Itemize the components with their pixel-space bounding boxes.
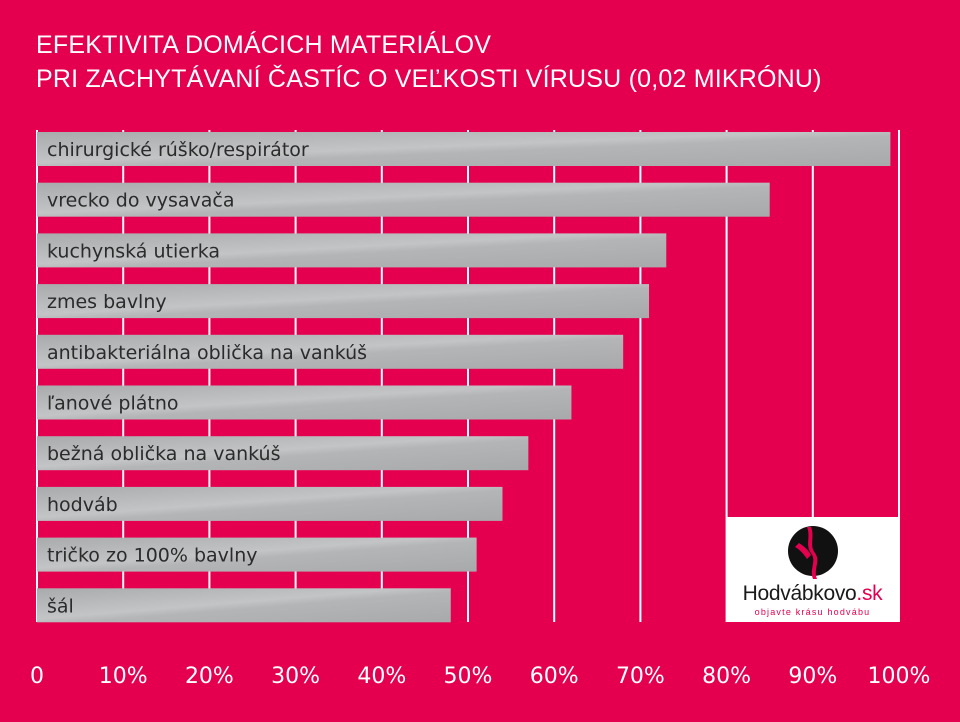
x-tick-label: 40% bbox=[357, 664, 406, 689]
x-tick-label: 20% bbox=[185, 664, 234, 689]
bar bbox=[37, 233, 667, 268]
logo-tagline: objavte krásu hodvábu bbox=[754, 607, 871, 617]
x-tick-label: 60% bbox=[530, 664, 579, 689]
x-tick-label: 30% bbox=[271, 664, 320, 689]
bar-label: hodváb bbox=[47, 494, 118, 516]
x-tick-label: 70% bbox=[616, 664, 665, 689]
bar bbox=[37, 334, 624, 369]
x-tick-label: 0 bbox=[30, 664, 44, 689]
bar bbox=[37, 537, 477, 572]
bar bbox=[37, 436, 529, 471]
bar bbox=[37, 385, 572, 420]
x-axis-ticks: 0 10% 20% 30% 40% 50% 60% 70% 80% 90% 100% bbox=[30, 664, 930, 689]
chart-title: EFEKTIVITA DOMÁCICH MATERIÁLOV PRI ZACHY… bbox=[36, 28, 822, 96]
bar-label: tričko zo 100% bavlny bbox=[47, 545, 257, 567]
bar-label: vrecko do vysavača bbox=[47, 190, 235, 212]
silk-scarf-logo-icon bbox=[788, 526, 838, 579]
title-line-1: EFEKTIVITA DOMÁCICH MATERIÁLOV bbox=[36, 31, 492, 59]
bar-label: ľanové plátno bbox=[47, 393, 179, 415]
bar bbox=[37, 284, 650, 319]
bars: chirurgické rúško/respirátor vrecko do vy… bbox=[37, 132, 891, 623]
x-tick-label: 100% bbox=[868, 664, 931, 689]
bar bbox=[37, 182, 770, 217]
bar bbox=[37, 132, 891, 166]
x-tick-label: 10% bbox=[99, 664, 148, 689]
bar-label: kuchynská utierka bbox=[47, 240, 220, 262]
x-tick-label: 50% bbox=[444, 664, 493, 689]
bar bbox=[37, 486, 503, 521]
bar bbox=[37, 588, 451, 623]
bar-label: šál bbox=[47, 595, 74, 617]
bar-label: bežná oblička na vankúš bbox=[47, 443, 281, 465]
x-tick-label: 80% bbox=[702, 664, 751, 689]
bar-label: zmes bavlny bbox=[47, 291, 167, 313]
logo-tld: .sk bbox=[856, 582, 883, 605]
logo-name: Hodvábkovo bbox=[742, 582, 857, 605]
x-tick-label: 90% bbox=[788, 664, 837, 689]
logo-wordmark: Hodvábkovo.sk bbox=[726, 582, 899, 606]
logo: Hodvábkovo.sk objavte krásu hodvábu bbox=[726, 517, 899, 622]
title-line-2: PRI ZACHYTÁVANÍ ČASTÍC O VEĽKOSTI VÍRUSU… bbox=[36, 65, 822, 93]
bar-label: chirurgické rúško/respirátor bbox=[47, 139, 309, 161]
bar-label: antibakteriálna oblička na vankúš bbox=[47, 342, 367, 364]
